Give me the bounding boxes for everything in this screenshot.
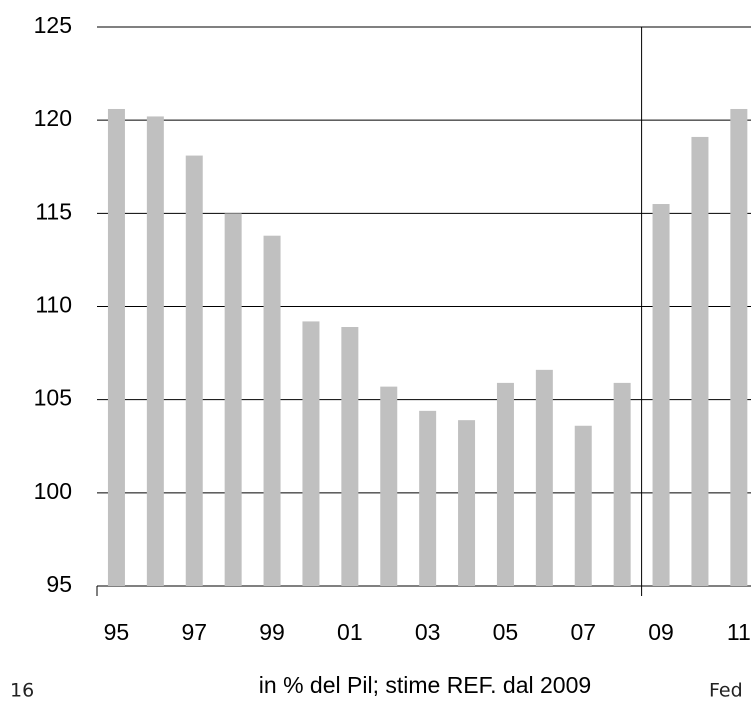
x-tick-label: 97: [181, 619, 207, 645]
y-tick-label: 120: [34, 105, 72, 131]
y-tick-label: 100: [34, 478, 72, 504]
x-tick-label: 11: [727, 619, 751, 645]
y-tick-label: 110: [35, 292, 72, 318]
y-tick-label: 105: [34, 385, 72, 411]
footer-text: Fed: [709, 680, 743, 702]
bar: [302, 321, 320, 586]
page-number: 16: [10, 680, 34, 702]
bar: [730, 108, 748, 586]
x-tick-label: 03: [415, 619, 441, 645]
x-axis-label: in % del Pil; stime REF. dal 2009: [259, 672, 591, 698]
bar: [691, 136, 709, 587]
bar: [574, 425, 592, 586]
bar: [496, 382, 514, 586]
bar: [146, 116, 164, 586]
bar: [535, 369, 553, 586]
bar: [652, 204, 670, 586]
y-tick-label: 125: [34, 12, 72, 38]
x-tick-label: 95: [104, 619, 130, 645]
x-tick-label: 09: [648, 619, 674, 645]
bar: [107, 108, 125, 586]
bar: [613, 382, 631, 586]
bar: [380, 386, 398, 586]
x-tick-label: 05: [493, 619, 519, 645]
bar: [185, 155, 203, 586]
bar: [341, 326, 359, 586]
bar: [458, 420, 476, 586]
x-tick-label: 99: [259, 619, 285, 645]
x-tick-label: 07: [570, 619, 596, 645]
bar: [263, 235, 281, 586]
y-tick-label: 95: [46, 571, 72, 597]
x-tick-label: 01: [337, 619, 363, 645]
bar: [419, 410, 437, 586]
y-tick-label: 115: [35, 198, 72, 224]
bar: [224, 213, 242, 587]
